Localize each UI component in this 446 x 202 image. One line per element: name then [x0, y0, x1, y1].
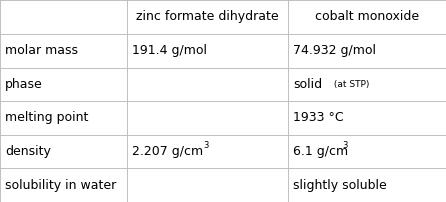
Text: 191.4 g/mol: 191.4 g/mol [132, 44, 207, 57]
Text: slightly soluble: slightly soluble [293, 179, 387, 192]
Text: density: density [5, 145, 51, 158]
Text: zinc formate dihydrate: zinc formate dihydrate [136, 11, 279, 23]
Text: solubility in water: solubility in water [5, 179, 116, 192]
Text: 3: 3 [203, 141, 208, 150]
Text: 2.207 g/cm: 2.207 g/cm [132, 145, 203, 158]
Text: solid: solid [293, 78, 322, 91]
Text: 74.932 g/mol: 74.932 g/mol [293, 44, 376, 57]
Text: (at STP): (at STP) [331, 80, 369, 89]
Text: 1933 °C: 1933 °C [293, 112, 344, 124]
Text: 6.1 g/cm: 6.1 g/cm [293, 145, 348, 158]
Text: melting point: melting point [5, 112, 89, 124]
Text: molar mass: molar mass [5, 44, 78, 57]
Text: 3: 3 [342, 141, 347, 150]
Text: phase: phase [5, 78, 43, 91]
Text: cobalt monoxide: cobalt monoxide [315, 11, 419, 23]
